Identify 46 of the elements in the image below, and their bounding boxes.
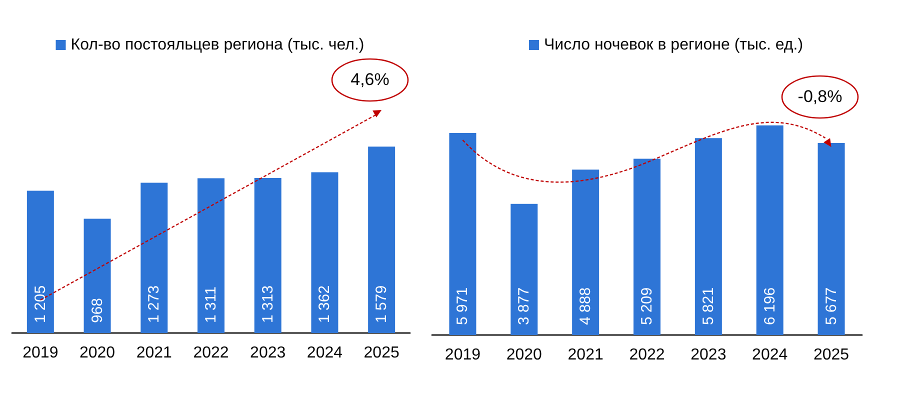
bar (510, 204, 538, 335)
x-tick-label: 2021 (136, 344, 172, 362)
data-label: 1 311 (202, 286, 220, 323)
data-label: 5 209 (638, 287, 656, 325)
data-label: 6 196 (761, 287, 778, 325)
x-tick-label: 2021 (568, 346, 604, 364)
bar (311, 172, 338, 333)
x-tick-label: 2019 (444, 346, 481, 364)
text: 4,6% (350, 70, 390, 90)
x-tick-label: 2022 (629, 346, 665, 364)
data-label: 5 971 (454, 287, 472, 325)
x-tick-label: 2024 (752, 346, 788, 364)
bar (84, 218, 111, 333)
x-tick-label: 2020 (79, 344, 116, 362)
data-label: 968 (88, 298, 106, 323)
legend-label: Число ночевок в регионе (тыс. ед.) (544, 36, 804, 54)
data-label: 3 877 (516, 287, 533, 325)
data-label: 1 579 (373, 285, 390, 323)
bar (634, 158, 660, 335)
text: -0,8% (798, 87, 842, 107)
bar (572, 170, 600, 335)
data-label: 1 273 (146, 285, 163, 323)
x-tick-label: 2020 (506, 346, 542, 364)
data-label: 5 677 (822, 287, 840, 325)
x-tick-label: 2025 (813, 346, 850, 364)
x-tick-label: 2025 (364, 344, 400, 362)
bar (26, 190, 54, 333)
bar (449, 133, 476, 335)
x-tick-label: 2023 (250, 344, 286, 362)
data-label: 1 362 (316, 285, 334, 323)
data-label: 4 888 (577, 287, 594, 325)
bar (694, 138, 722, 335)
bar (368, 146, 396, 333)
bar (756, 125, 784, 335)
bar (254, 178, 282, 333)
bar (140, 182, 168, 333)
x-tick-label: 2024 (306, 344, 343, 362)
data-label: 1 313 (259, 285, 276, 323)
data-label: 1 205 (32, 285, 49, 323)
bar (818, 142, 845, 335)
bar (198, 178, 224, 333)
data-label: 5 821 (700, 287, 717, 325)
x-tick-label: 2022 (193, 344, 229, 362)
x-tick-label: 2019 (22, 344, 58, 362)
legend-label: Кол-во постояльцев региона (тыс. чел.) (70, 36, 364, 54)
x-tick-label: 2023 (690, 346, 726, 364)
